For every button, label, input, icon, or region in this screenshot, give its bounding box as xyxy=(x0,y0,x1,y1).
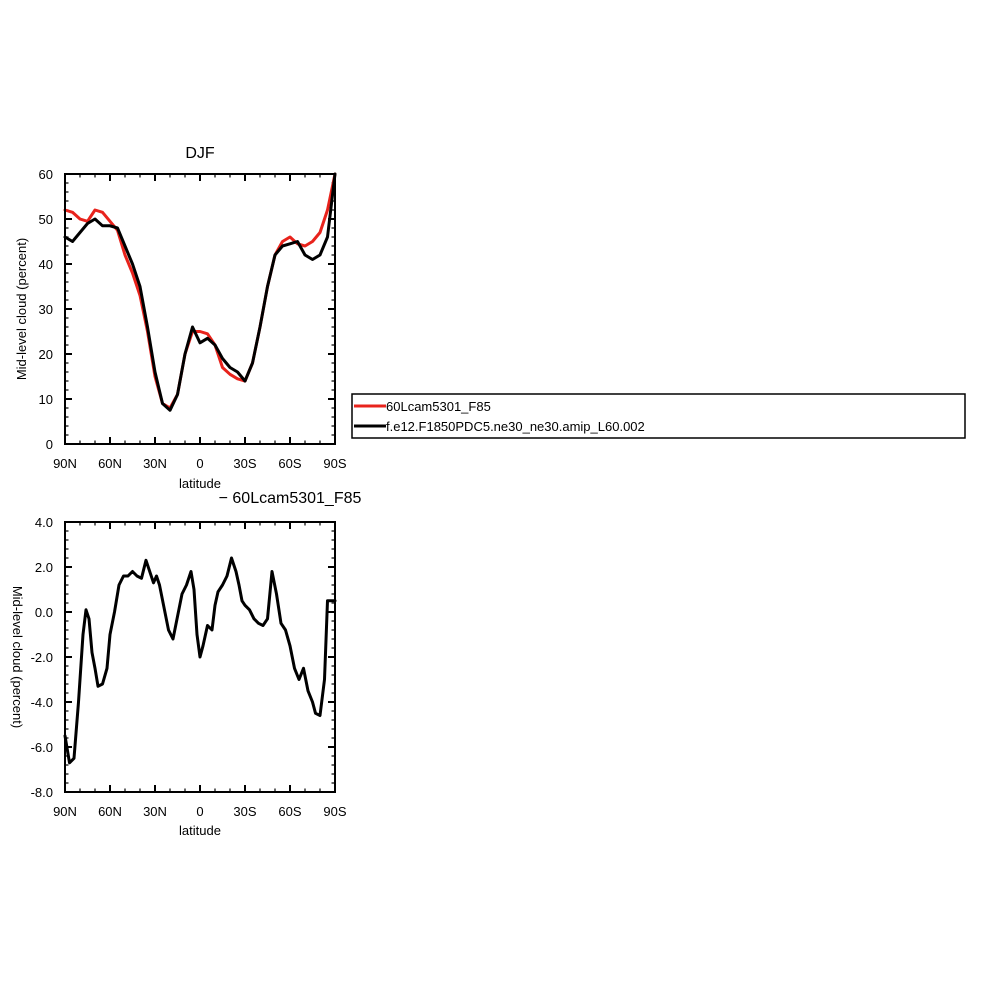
top-xtick-label: 90N xyxy=(53,456,77,471)
bottom-y-axis-label: Mid-level cloud (percent) xyxy=(10,586,25,728)
bottom-ytick-label: -4.0 xyxy=(31,695,53,710)
top-xtick-label: 60N xyxy=(98,456,122,471)
legend: 60Lcam5301_F85 f.e12.F1850PDC5.ne30_ne30… xyxy=(351,393,966,439)
top-series-line-2 xyxy=(63,172,337,412)
bottom-series-lines xyxy=(63,556,337,765)
bottom-chart-title: − 60Lcam5301_F85 xyxy=(219,490,362,507)
top-ytick-label: 40 xyxy=(39,257,53,272)
bottom-ytick-label: 2.0 xyxy=(35,560,53,575)
top-series-line-1 xyxy=(63,172,337,410)
bottom-xtick-label: 30N xyxy=(143,804,167,819)
bottom-xtick-label: 0 xyxy=(196,804,203,819)
top-ytick-label: 50 xyxy=(39,212,53,227)
legend-label-series-1: 60Lcam5301_F85 xyxy=(386,399,491,414)
top-ytick-label: 30 xyxy=(39,302,53,317)
top-ytick-label: 10 xyxy=(39,392,53,407)
bottom-ytick-label: -8.0 xyxy=(31,785,53,800)
bottom-panel: − 60Lcam5301_F85 Mid-level cloud (percen… xyxy=(10,490,361,838)
top-xtick-label: 60S xyxy=(278,456,301,471)
bottom-xtick-label: 90S xyxy=(323,804,346,819)
top-panel: DJF Mid-level cloud (percent) latitude 0… xyxy=(14,145,347,491)
bottom-xtick-label: 90N xyxy=(53,804,77,819)
top-y-axis-label: Mid-level cloud (percent) xyxy=(14,238,29,380)
top-ytick-label: 0 xyxy=(46,437,53,452)
bottom-axis-ticks: -8.0 -6.0 -4.0 -2.0 0.0 2.0 4.0 90N 60N 30N 0 30S 60… xyxy=(31,515,347,819)
legend-box xyxy=(351,393,966,439)
bottom-x-axis-label: latitude xyxy=(179,823,221,838)
bottom-xtick-label: 60N xyxy=(98,804,122,819)
top-plot-frame xyxy=(64,173,336,445)
top-xtick-label: 30N xyxy=(143,456,167,471)
bottom-xtick-label: 30S xyxy=(233,804,256,819)
top-xtick-label: 30S xyxy=(233,456,256,471)
top-x-axis-label: latitude xyxy=(179,476,221,491)
top-chart-title: DJF xyxy=(185,145,215,162)
bottom-ytick-label: 0.0 xyxy=(35,605,53,620)
bottom-ytick-label: 4.0 xyxy=(35,515,53,530)
top-ytick-label: 60 xyxy=(39,167,53,182)
bottom-ytick-label: -2.0 xyxy=(31,650,53,665)
bottom-ytick-label: -6.0 xyxy=(31,740,53,755)
bottom-series-line-1 xyxy=(63,556,337,765)
legend-label-series-2: f.e12.F1850PDC5.ne30_ne30.amip_L60.002 xyxy=(386,419,645,434)
top-xtick-label: 0 xyxy=(196,456,203,471)
top-ytick-label: 20 xyxy=(39,347,53,362)
bottom-xtick-label: 60S xyxy=(278,804,301,819)
bottom-plot-frame xyxy=(64,521,336,793)
top-axis-ticks: 0 10 20 30 40 50 60 90N 60N 30N 0 30S 60S 90S xyxy=(39,167,347,471)
top-series-lines xyxy=(63,172,337,412)
top-xtick-label: 90S xyxy=(323,456,346,471)
